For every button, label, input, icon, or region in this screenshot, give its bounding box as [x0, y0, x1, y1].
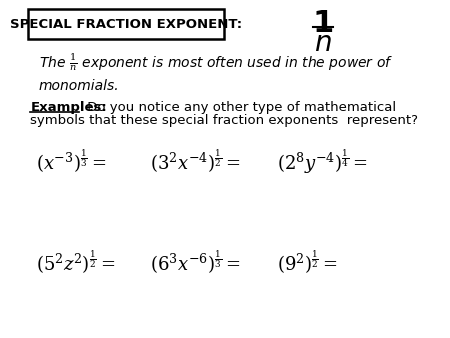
- Text: $(6^3 x^{-6})^{\frac{1}{3}}=$: $(6^3 x^{-6})^{\frac{1}{3}}=$: [150, 249, 241, 276]
- Text: monomials.: monomials.: [39, 79, 120, 93]
- Text: Examples:: Examples:: [31, 101, 107, 114]
- Text: SPECIAL FRACTION EXPONENT:: SPECIAL FRACTION EXPONENT:: [9, 18, 242, 31]
- FancyBboxPatch shape: [28, 9, 224, 39]
- Text: $(5^2 z^2)^{\frac{1}{2}}=$: $(5^2 z^2)^{\frac{1}{2}}=$: [36, 249, 116, 276]
- Text: $(9^2)^{\frac{1}{2}}=$: $(9^2)^{\frac{1}{2}}=$: [277, 249, 337, 276]
- Text: The $\frac{1}{n}$ exponent is most often used in the power of: The $\frac{1}{n}$ exponent is most often…: [39, 51, 393, 73]
- Text: symbols that these special fraction exponents  represent?: symbols that these special fraction expo…: [31, 115, 419, 127]
- Text: $(2^8 y^{-4})^{\frac{1}{4}}=$: $(2^8 y^{-4})^{\frac{1}{4}}=$: [277, 148, 367, 176]
- Text: Do you notice any other type of mathematical: Do you notice any other type of mathemat…: [83, 101, 396, 114]
- Text: $(3^2 x^{-4})^{\frac{1}{2}}=$: $(3^2 x^{-4})^{\frac{1}{2}}=$: [150, 148, 241, 175]
- Text: $n$: $n$: [314, 29, 332, 57]
- Text: 1: 1: [312, 9, 333, 38]
- Text: $(x^{-3})^{\frac{1}{3}}=$: $(x^{-3})^{\frac{1}{3}}=$: [36, 148, 107, 175]
